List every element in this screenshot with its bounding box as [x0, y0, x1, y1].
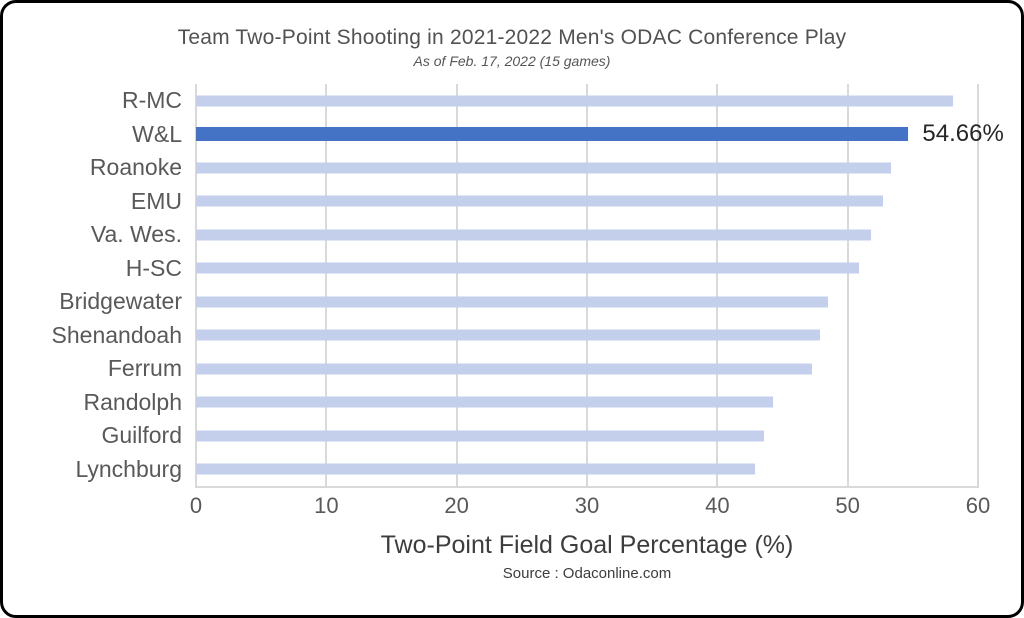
bar-row-lynchburg: Lynchburg	[3, 453, 978, 487]
category-label-va-wes: Va. Wes.	[90, 221, 182, 248]
bar-guilford	[196, 430, 765, 442]
category-label-r-mc: R-MC	[121, 87, 182, 114]
gridline-50	[846, 84, 849, 488]
x-tick-label-30: 30	[574, 493, 600, 518]
x-tick-label-0: 0	[189, 493, 203, 518]
bar-track-va-wes	[196, 218, 978, 252]
bar-shenandoah	[196, 329, 821, 341]
gridline-60	[977, 84, 979, 488]
category-label-shenandoah: Shenandoah	[51, 321, 182, 348]
bar-track-emu	[196, 185, 978, 219]
gridline-10	[325, 84, 328, 488]
category-label-randolph: Randolph	[83, 388, 182, 415]
bar-track-ferrum	[196, 352, 978, 386]
bar-va-wes	[196, 229, 872, 241]
bar-row-roanoke: Roanoke	[3, 151, 978, 185]
bar-track-w-l: 54.66%	[196, 118, 1004, 152]
x-tick-label-60: 60	[965, 493, 991, 518]
bar-ferrum	[196, 363, 813, 375]
bar-row-bridgewater: Bridgewater	[3, 285, 978, 319]
bar-chart: R-MC W&L 54.66% Roanoke EMU Va. Wes. H-SC Bridg…	[3, 84, 1004, 488]
bar-track-guilford	[196, 419, 978, 453]
bar-track-shenandoah	[196, 319, 978, 353]
category-label-lynchburg: Lynchburg	[75, 455, 182, 482]
x-tick-label-20: 20	[444, 493, 469, 518]
bar-row-emu: EMU	[3, 185, 978, 219]
bar-row-w-l: W&L 54.66%	[3, 118, 1004, 152]
bar-row-randolph: Randolph	[3, 386, 978, 420]
bar-w-l	[196, 127, 909, 142]
data-label-w-l: 54.66%	[922, 120, 1004, 148]
source-note: Source : Odaconline.com	[502, 565, 672, 582]
bar-row-va-wes: Va. Wes.	[3, 218, 978, 252]
chart-title: Team Two-Point Shooting in 2021-2022 Men…	[177, 26, 847, 49]
gridline-30	[586, 84, 588, 488]
category-label-roanoke: Roanoke	[89, 154, 182, 181]
bar-track-lynchburg	[196, 453, 978, 487]
bar-row-ferrum: Ferrum	[3, 352, 978, 386]
x-tick-label-40: 40	[705, 493, 730, 518]
x-tick-label-50: 50	[835, 493, 860, 518]
bar-emu	[196, 195, 883, 207]
x-tick-label-10: 10	[314, 493, 339, 518]
bar-h-sc	[196, 262, 860, 274]
x-axis-title: Two-Point Field Goal Percentage (%)	[380, 531, 794, 559]
category-label-h-sc: H-SC	[125, 254, 182, 281]
bar-r-mc	[196, 95, 954, 107]
bar-roanoke	[196, 162, 891, 174]
bar-row-r-mc: R-MC	[3, 84, 978, 118]
gridline-20	[455, 84, 458, 488]
bar-track-roanoke	[196, 151, 978, 185]
plot-area	[195, 84, 979, 488]
bar-track-h-sc	[196, 252, 978, 286]
chart-subtitle: As of Feb. 17, 2022 (15 games)	[413, 53, 611, 69]
category-label-bridgewater: Bridgewater	[59, 288, 182, 315]
gridline-0	[195, 84, 197, 488]
bar-lynchburg	[196, 463, 756, 475]
bar-row-shenandoah: Shenandoah	[3, 319, 978, 353]
x-axis-ticks: 0 10 20 30 40 50 60	[3, 493, 990, 519]
category-label-ferrum: Ferrum	[107, 355, 182, 382]
bar-row-guilford: Guilford	[3, 419, 978, 453]
bar-track-bridgewater	[196, 285, 978, 319]
gridline-40	[716, 84, 719, 488]
bar-track-randolph	[196, 386, 978, 420]
category-label-guilford: Guilford	[101, 422, 182, 449]
category-label-w-l: W&L	[132, 120, 182, 147]
bar-track-r-mc	[196, 84, 978, 118]
bar-randolph	[196, 396, 774, 408]
bar-bridgewater	[196, 296, 829, 308]
category-label-emu: EMU	[130, 187, 182, 214]
bar-row-h-sc: H-SC	[3, 252, 978, 286]
